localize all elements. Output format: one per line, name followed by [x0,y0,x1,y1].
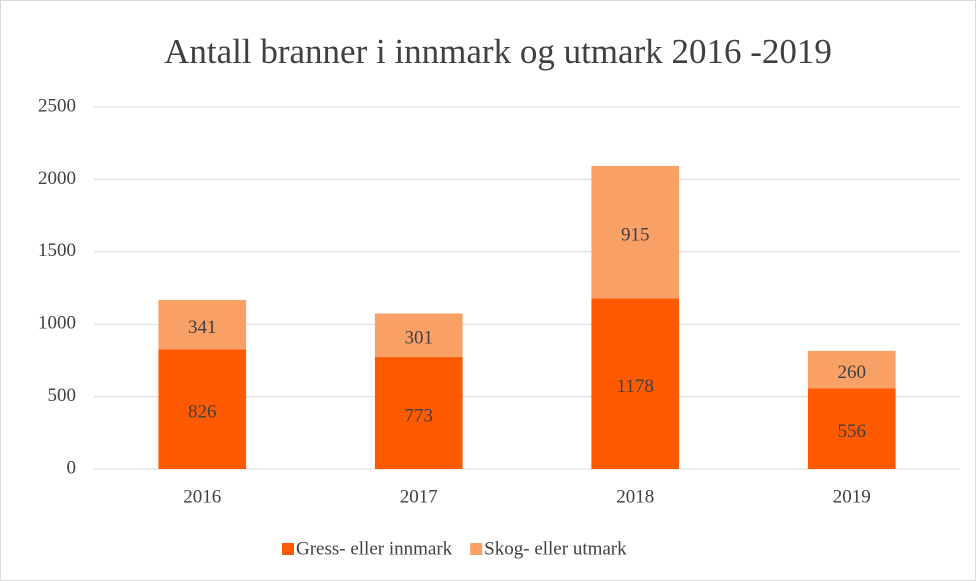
legend-swatch [470,543,483,555]
bar-segment [591,165,680,299]
y-tick-label: 500 [48,385,77,406]
y-tick-label: 2000 [38,168,76,189]
bar-segment [158,300,247,350]
data-label: 915 [621,225,650,246]
data-label: 301 [405,328,434,349]
legend-swatch [282,543,294,555]
y-tick-label: 0 [67,457,77,478]
data-label: 826 [188,402,217,423]
data-label: 341 [188,317,217,338]
bar-segment [374,357,463,469]
bar-segment [374,313,463,358]
legend-label: Gress- eller innmark [296,538,453,559]
x-tick-label: 2017 [400,486,438,507]
chart-title: Antall branner i innmark og utmark 2016 … [164,32,832,71]
x-tick-label: 2019 [833,486,871,507]
legend-label: Skog- eller utmark [484,538,627,559]
y-tick-label: 1000 [38,313,76,334]
x-tick-label: 2016 [183,486,221,507]
x-tick-label: 2018 [616,486,654,507]
data-label: 556 [838,421,867,442]
bar-segment [591,298,680,469]
data-label: 773 [405,405,434,426]
bar-segment [807,350,896,389]
y-tick-label: 1500 [38,240,76,261]
bar-segment [807,388,896,469]
data-label: 1178 [617,376,654,397]
y-tick-label: 2500 [38,95,76,116]
bar-segment [158,349,247,469]
data-label: 260 [838,362,867,383]
